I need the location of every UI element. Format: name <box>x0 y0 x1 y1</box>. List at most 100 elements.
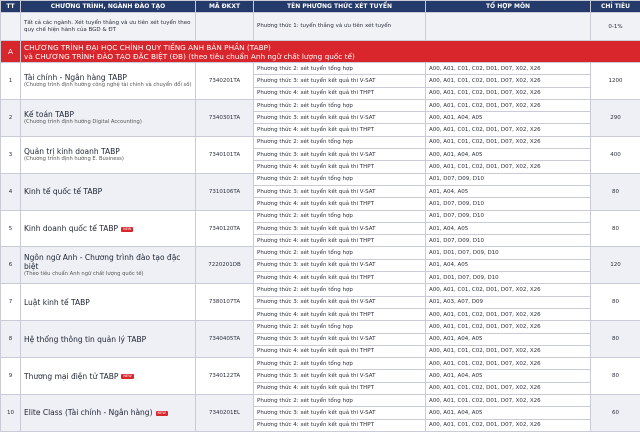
subject-combos: A00, A01, C01, C02, D01, D07, X02, X26 <box>426 358 591 370</box>
program-name: Elite Class (Tài chính - Ngân hàng) <box>24 408 153 417</box>
program-name: Quản trị kinh doanh TABP <box>24 147 120 156</box>
method-name: Phương thức 2: xét tuyển tổng hợp <box>254 395 426 407</box>
program-index: 10 <box>1 395 21 432</box>
subject-combos: A00, A01, C01, C02, D01, D07, X02, X26 <box>426 63 591 75</box>
method-name: Phương thức 3: xét tuyển kết quả thi V-S… <box>254 112 426 124</box>
column-header: MÃ ĐKXT <box>196 1 254 13</box>
subject-combos: A00, A01, A04, A05 <box>426 407 591 419</box>
subject-combos: A01, A04, A05 <box>426 222 591 234</box>
intro-quota: 0-1% <box>591 13 640 41</box>
program-note: (Chương trình định hướng E. Business) <box>24 156 192 163</box>
program-cell: Tài chính - Ngân hàng TABP(Chương trình … <box>21 63 196 100</box>
column-header: TÊN PHƯƠNG THỨC XÉT TUYỂN <box>254 1 426 13</box>
program-code: 7340405TA <box>196 321 254 358</box>
subject-combos: A01, D07, D09, D10 <box>426 210 591 222</box>
program-index: 3 <box>1 136 21 173</box>
intro-method: Phương thức 1: tuyển thẳng và ưu tiên xé… <box>254 13 426 41</box>
program-note: (Theo tiêu chuẩn Anh ngữ chất lượng quốc… <box>24 271 192 278</box>
intro-program: Tất cả các ngành. Xét tuyển thẳng và ưu … <box>21 13 196 41</box>
program-code: 7340122TA <box>196 358 254 395</box>
method-name: Phương thức 3: xét tuyển kết quả thi V-S… <box>254 75 426 87</box>
program-code: 7340201TA <box>196 63 254 100</box>
program-index: 1 <box>1 63 21 100</box>
new-badge: NEW <box>121 374 133 379</box>
program-code: 7220201DB <box>196 247 254 284</box>
subject-combos: A00, A01, C01, C02, D01, D07, X02, X26 <box>426 75 591 87</box>
method-name: Phương thức 2: xét tuyển tổng hợp <box>254 63 426 75</box>
subject-combos: A00, A01, A04, A05 <box>426 149 591 161</box>
method-name: Phương thức 3: xét tuyển kết quả thi V-S… <box>254 296 426 308</box>
subject-combos: A00, A01, A04, A05 <box>426 370 591 382</box>
section-title: CHƯƠNG TRÌNH ĐẠI HỌC CHÍNH QUY TIẾNG ANH… <box>24 43 637 52</box>
subject-combos: A01, D07, D09, D10 <box>426 173 591 185</box>
method-name: Phương thức 3: xét tuyển kết quả thi V-S… <box>254 407 426 419</box>
program-quota: 120 <box>591 247 640 284</box>
program-code: 7310106TA <box>196 173 254 210</box>
program-quota: 1200 <box>591 63 640 100</box>
column-header: TT <box>1 1 21 13</box>
program-name-line: Tài chính - Ngân hàng TABP <box>24 73 192 82</box>
method-name: Phương thức 3: xét tuyển kết quả thi V-S… <box>254 259 426 271</box>
method-name: Phương thức 2: xét tuyển tổng hợp <box>254 136 426 148</box>
intro-row: Tất cả các ngành. Xét tuyển thẳng và ưu … <box>1 13 640 41</box>
method-name: Phương thức 4: xét tuyển kết quả thi THP… <box>254 419 426 431</box>
program-quota: 80 <box>591 173 640 210</box>
program-code: 7340120TA <box>196 210 254 247</box>
program-name: Kinh doanh quốc tế TABP <box>24 224 118 233</box>
method-name: Phương thức 4: xét tuyển kết quả thi THP… <box>254 235 426 247</box>
column-header: CHƯƠNG TRÌNH, NGÀNH ĐÀO TẠO <box>21 1 196 13</box>
section-subtitle: và CHƯƠNG TRÌNH ĐÀO TẠO ĐẶC BIỆT (ĐB) (t… <box>24 52 637 61</box>
subject-combos: A00, A01, C01, C02, D01, D07, X02, X26 <box>426 308 591 320</box>
subject-combos: A01, D01, D07, D09, D10 <box>426 247 591 259</box>
program-code: 7340101TA <box>196 136 254 173</box>
program-code: 7380107TA <box>196 284 254 321</box>
subject-combos: A00, A01, C01, C02, D01, D07, X02, X26 <box>426 284 591 296</box>
column-header: CHỈ TIÊU <box>591 1 640 13</box>
method-name: Phương thức 2: xét tuyển tổng hợp <box>254 210 426 222</box>
program-name: Luật kinh tế TABP <box>24 298 90 307</box>
program-index: 9 <box>1 358 21 395</box>
method-name: Phương thức 4: xét tuyển kết quả thi THP… <box>254 345 426 357</box>
method-name: Phương thức 3: xét tuyển kết quả thi V-S… <box>254 222 426 234</box>
subject-combos: A00, A01, C01, C02, D01, D07, X02, X26 <box>426 87 591 99</box>
program-note: (Chương trình định hướng công nghệ tài c… <box>24 82 192 89</box>
subject-combos: A01, A03, A07, D09 <box>426 296 591 308</box>
program-index: 5 <box>1 210 21 247</box>
subject-combos: A00, A01, C01, C02, D01, D07, X02, X26 <box>426 321 591 333</box>
program-cell: Quản trị kinh doanh TABP(Chương trình đị… <box>21 136 196 173</box>
program-name: Hệ thống thông tin quản lý TABP <box>24 335 146 344</box>
program-cell: Ngôn ngữ Anh - Chương trình đào tạo đặc … <box>21 247 196 284</box>
program-cell: Luật kinh tế TABP <box>21 284 196 321</box>
subject-combos: A00, A01, C01, C02, D01, D07, X02, X26 <box>426 124 591 136</box>
method-name: Phương thức 3: xét tuyển kết quả thi V-S… <box>254 185 426 197</box>
program-index: 6 <box>1 247 21 284</box>
method-name: Phương thức 2: xét tuyển tổng hợp <box>254 358 426 370</box>
method-name: Phương thức 4: xét tuyển kết quả thi THP… <box>254 198 426 210</box>
program-cell: Kinh tế quốc tế TABP <box>21 173 196 210</box>
subject-combos: A00, A01, C01, C02, D01, D07, X02, X26 <box>426 99 591 111</box>
method-name: Phương thức 4: xét tuyển kết quả thi THP… <box>254 272 426 284</box>
program-name: Thương mại điện tử TABP <box>24 372 118 381</box>
method-name: Phương thức 2: xét tuyển tổng hợp <box>254 284 426 296</box>
program-name-line: Luật kinh tế TABP <box>24 298 192 307</box>
method-name: Phương thức 3: xét tuyển kết quả thi V-S… <box>254 370 426 382</box>
section-title-cell: CHƯƠNG TRÌNH ĐẠI HỌC CHÍNH QUY TIẾNG ANH… <box>21 41 640 63</box>
program-quota: 290 <box>591 99 640 136</box>
method-name: Phương thức 4: xét tuyển kết quả thi THP… <box>254 308 426 320</box>
program-name: Tài chính - Ngân hàng TABP <box>24 73 127 82</box>
method-name: Phương thức 4: xét tuyển kết quả thi THP… <box>254 87 426 99</box>
cell <box>196 13 254 41</box>
subject-combos: A00, A01, C01, C02, D01, D07, X02, X26 <box>426 161 591 173</box>
section-index: A <box>1 41 21 63</box>
